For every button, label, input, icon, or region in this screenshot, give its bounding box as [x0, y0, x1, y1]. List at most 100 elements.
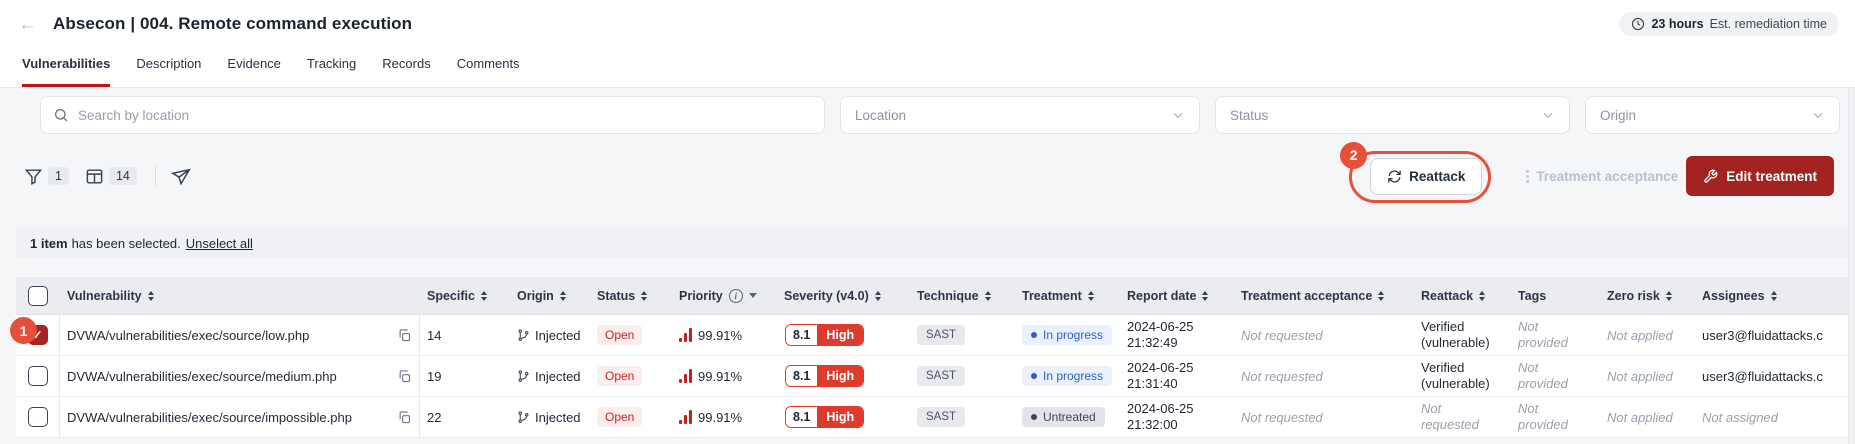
col-label: Status: [597, 288, 636, 303]
filters-toggle-button[interactable]: 1: [24, 167, 69, 186]
clock-icon: [1632, 17, 1645, 31]
status-open-pill: Open: [597, 366, 643, 386]
vulnerability-location[interactable]: DVWA/vulnerabilities/exec/source/medium.…: [67, 368, 337, 384]
info-icon[interactable]: i: [728, 288, 743, 303]
location-filter-select[interactable]: Location: [840, 96, 1200, 134]
columns-icon: [86, 168, 103, 184]
severity-badge: 8.1 High: [785, 406, 865, 428]
col-label: Origin: [517, 288, 554, 303]
row-select-cell: [16, 356, 60, 396]
priority-bars-icon: [679, 369, 692, 383]
col-label: Tags: [1518, 288, 1547, 303]
specific-cell: 19: [427, 368, 442, 384]
col-header-specific[interactable]: Specific: [420, 289, 510, 303]
tags-value: Not provided: [1518, 359, 1568, 391]
tab-description[interactable]: Description: [136, 56, 202, 71]
tab-records[interactable]: Records: [382, 56, 431, 71]
tags-cell: Not provided: [1511, 360, 1600, 393]
sort-icon: [1770, 290, 1777, 301]
col-label: Technique: [917, 288, 979, 303]
page-title: Absecon | 004. Remote command execution: [53, 14, 413, 33]
reattack-button[interactable]: Reattack: [1370, 157, 1483, 195]
sort-icon: [984, 290, 991, 301]
zero-risk-cell: Not applied: [1607, 409, 1673, 425]
treatment-acceptance-button[interactable]: Treatment acceptance: [1526, 169, 1678, 184]
location-filter-label: Location: [855, 107, 907, 123]
vulnerability-cell[interactable]: DVWA/vulnerabilities/exec/source/low.php: [60, 315, 420, 355]
vulnerability-cell[interactable]: DVWA/vulnerabilities/exec/source/impossi…: [60, 397, 420, 437]
col-label: Report date: [1127, 288, 1197, 303]
edit-treatment-label: Edit treatment: [1726, 168, 1817, 184]
sort-icon: [641, 290, 648, 301]
col-header-zero-risk[interactable]: Zero risk: [1600, 289, 1695, 303]
col-header-vulnerability[interactable]: Vulnerability: [60, 277, 420, 314]
technique-cell: SAST: [910, 407, 1015, 427]
col-header-treatment[interactable]: Treatment: [1015, 289, 1120, 303]
tab-vulnerabilities[interactable]: Vulnerabilities: [22, 56, 111, 87]
status-cell: Open: [590, 407, 672, 427]
col-label: Treatment acceptance: [1241, 288, 1373, 303]
vulnerabilities-table: Vulnerability Specific Origin Status Pri…: [16, 277, 1848, 438]
treatment-pill: In progress: [1022, 325, 1113, 345]
edit-treatment-button[interactable]: Edit treatment: [1686, 156, 1834, 196]
row-checkbox[interactable]: [27, 407, 48, 427]
sort-icon: [1479, 290, 1486, 301]
col-header-tags[interactable]: Tags: [1511, 289, 1600, 303]
status-filter-select[interactable]: Status: [1215, 96, 1570, 134]
copy-icon[interactable]: [397, 369, 412, 384]
vulnerability-location[interactable]: DVWA/vulnerabilities/exec/source/low.php: [67, 327, 310, 343]
reattack-value: Not requested: [1421, 400, 1479, 432]
refresh-icon: [1388, 170, 1401, 182]
reattack-cell: Verified (vulnerable): [1414, 360, 1511, 393]
vulnerability-location[interactable]: DVWA/vulnerabilities/exec/source/impossi…: [67, 409, 352, 425]
col-header-priority[interactable]: Priority i: [672, 288, 777, 303]
priority-value: 99.91%: [698, 409, 743, 425]
tab-tracking[interactable]: Tracking: [306, 56, 357, 71]
tab-comments[interactable]: Comments: [456, 56, 520, 71]
vulnerability-cell[interactable]: DVWA/vulnerabilities/exec/source/medium.…: [60, 356, 420, 396]
status-open-pill: Open: [597, 407, 643, 427]
origin-filter-label: Origin: [1600, 107, 1637, 123]
origin-cell: Injected: [510, 410, 590, 425]
col-label: Zero risk: [1607, 288, 1660, 303]
col-header-technique[interactable]: Technique: [910, 289, 1015, 303]
tab-bar: Vulnerabilities Description Evidence Tra…: [0, 48, 1855, 88]
back-arrow-icon[interactable]: ←: [18, 13, 37, 35]
reattack-button-wrap: 2 Reattack: [1340, 141, 1492, 203]
columns-toggle-button[interactable]: 14: [85, 167, 137, 186]
reattack-value: Verified (vulnerable): [1421, 318, 1490, 350]
export-button[interactable]: [170, 166, 191, 186]
copy-icon[interactable]: [397, 328, 412, 343]
sort-icon: [559, 290, 566, 301]
row-select-cell: [16, 397, 60, 437]
search-input[interactable]: [78, 107, 812, 123]
select-all-checkbox[interactable]: [27, 285, 48, 306]
table-header-row: Vulnerability Specific Origin Status Pri…: [16, 277, 1848, 315]
zero-risk-cell: Not applied: [1607, 327, 1673, 343]
report-date-cell: 2024-06-25 21:32:00: [1120, 401, 1234, 434]
origin-value: Injected: [535, 409, 581, 425]
tab-evidence[interactable]: Evidence: [227, 56, 281, 71]
origin-cell: Injected: [510, 369, 590, 384]
col-header-origin[interactable]: Origin: [510, 289, 590, 303]
row-checkbox[interactable]: [27, 366, 48, 386]
col-header-reattack[interactable]: Reattack: [1414, 289, 1511, 303]
report-date-value: 2024-06-25 21:32:00: [1127, 400, 1194, 432]
col-header-severity[interactable]: Severity (v4.0): [777, 289, 910, 303]
specific-cell: 22: [427, 409, 442, 425]
tags-value: Not provided: [1518, 318, 1568, 350]
severity-score: 8.1: [786, 407, 818, 427]
col-label: Assignees: [1702, 288, 1765, 303]
copy-icon[interactable]: [397, 410, 412, 425]
unselect-all-link[interactable]: Unselect all: [185, 235, 253, 251]
col-header-treatment-acceptance[interactable]: Treatment acceptance: [1234, 289, 1414, 303]
origin-filter-select[interactable]: Origin: [1585, 96, 1840, 134]
col-header-report-date[interactable]: Report date: [1120, 289, 1234, 303]
severity-badge: 8.1 High: [785, 324, 865, 346]
col-header-assignees[interactable]: Assignees: [1695, 289, 1848, 303]
col-label: Priority: [679, 288, 723, 303]
vertical-scrollbar[interactable]: [1848, 88, 1855, 444]
col-header-status[interactable]: Status: [590, 289, 672, 303]
treatment-cell: Untreated: [1015, 407, 1120, 427]
origin-value: Injected: [535, 327, 581, 343]
